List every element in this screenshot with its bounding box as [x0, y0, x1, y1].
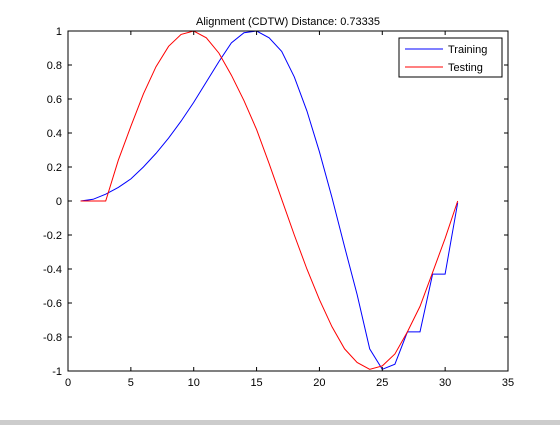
x-tick-label: 20	[313, 377, 325, 389]
legend-box	[398, 37, 503, 78]
legend-label-testing: Testing	[448, 62, 483, 74]
chart-title: Alignment (CDTW) Distance: 0.73335	[196, 16, 380, 28]
y-tick-label: 0	[56, 196, 62, 208]
series-lines	[80, 30, 459, 370]
y-tick-label: 1	[56, 26, 62, 38]
x-tick-label: 25	[376, 377, 388, 389]
x-tick-label: 15	[250, 377, 262, 389]
tick-labels: 0 5 10 15 20 25 30 35 -1 -0.8 -0.6 -0.4 -0.2 0 0.2 0.4 0…	[43, 26, 514, 389]
y-tick-label: 0.6	[47, 94, 62, 106]
y-tick-label: -0.4	[43, 264, 62, 276]
x-tick-label: 0	[65, 377, 71, 389]
x-tick-label: 10	[188, 377, 200, 389]
y-tick-label: 0.4	[47, 128, 62, 140]
x-tick-label: 35	[502, 377, 514, 389]
series-line-testing	[80, 30, 459, 370]
y-tick-label: -0.2	[43, 230, 62, 242]
x-tick-label: 30	[439, 377, 451, 389]
legend-label-training: Training	[448, 44, 487, 56]
plot-frame	[67, 30, 509, 372]
y-tick-label: 0.2	[47, 162, 62, 174]
y-tick-label: -0.6	[43, 298, 62, 310]
y-tick-label: -1	[52, 366, 62, 378]
series-line-training	[80, 30, 459, 370]
x-tick-label: 5	[128, 377, 134, 389]
legend: Training Testing	[398, 37, 503, 78]
y-tick-label: -0.8	[43, 332, 62, 344]
y-tick-label: 0.8	[47, 60, 62, 72]
plot-background	[68, 31, 508, 371]
